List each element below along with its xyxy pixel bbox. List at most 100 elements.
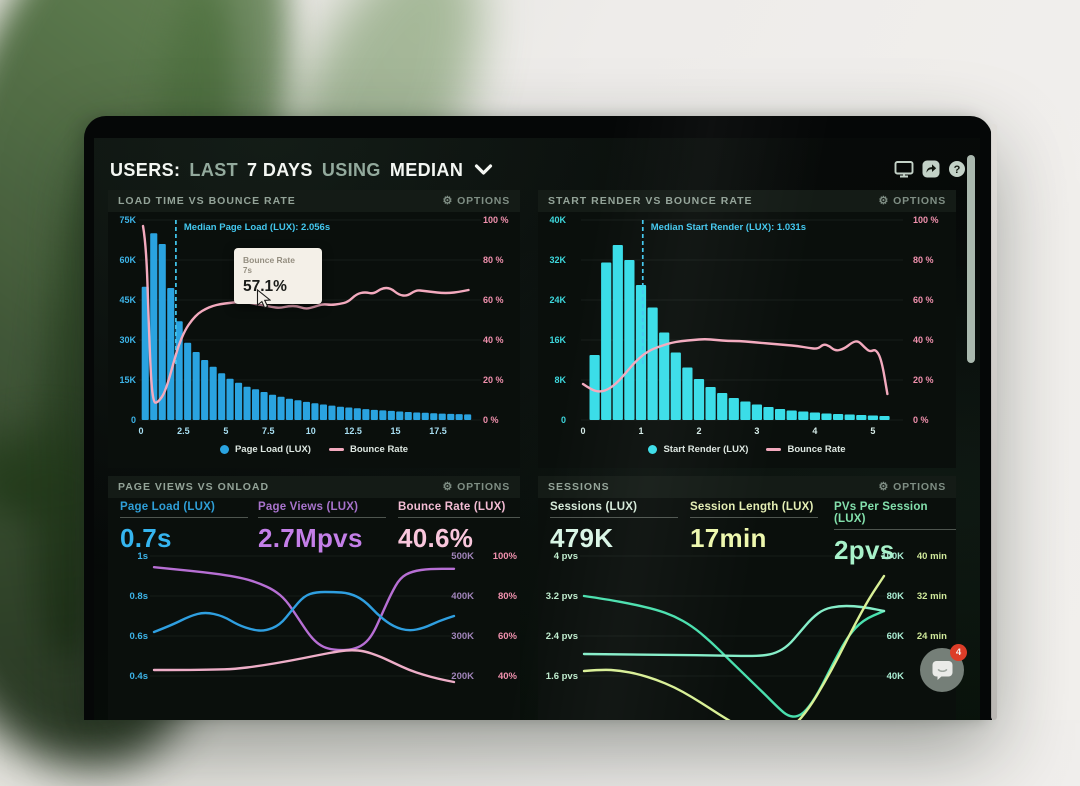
gear-icon: ⚙ [878,480,890,493]
svg-text:0 %: 0 % [483,415,499,425]
svg-text:60%: 60% [498,631,518,642]
svg-text:30K: 30K [119,335,136,345]
metric-value: 2pvs [834,535,895,565]
options-button[interactable]: ⚙ OPTIONS [878,480,946,493]
svg-text:5: 5 [870,426,875,436]
svg-text:60K: 60K [119,255,136,265]
bars-group [589,245,890,420]
series-line [582,604,886,658]
sessions-chart[interactable]: 4 pvs 100K 40 min 3.2 pvs 80K 32 min 2.4 pvs 60… [538,548,950,720]
title-part: MEDIAN [389,159,464,180]
metric-label: Page Views (LUX) [258,501,386,518]
panel-title: LOAD TIME VS BOUNCE RATE [118,195,296,207]
metric-value: 2.7Mpvs [258,523,363,553]
svg-text:24K: 24K [549,295,566,305]
svg-text:32K: 32K [549,255,566,265]
legend-dot-marker [219,444,229,454]
load-time-chart[interactable]: 75K 100 % 60K 80 % 45K 60 % 30K 40 % 15K 20 % 0 0 %… [109,216,519,440]
monitor-icon[interactable] [894,160,914,178]
options-button[interactable]: ⚙ OPTIONS [442,194,510,207]
chart-legend: Start Render (LUX) Bounce Rate [538,440,956,458]
svg-text:17.5: 17.5 [429,426,447,436]
chat-widget-button[interactable]: 4 [920,644,967,692]
series-line [582,574,886,720]
svg-text:500K: 500K [451,551,474,562]
share-icon[interactable] [922,160,940,178]
page-views-chart[interactable]: 1s 500K 100% 0.8s 400K 80% 0.6s 300K 60% 0.4s 200K… [108,548,520,720]
svg-text:0: 0 [561,415,566,425]
panel-title: SESSIONS [548,481,610,493]
series-line [152,566,456,652]
svg-text:45K: 45K [119,295,136,305]
svg-text:3: 3 [754,426,759,436]
svg-text:100K: 100K [881,551,904,562]
panel-header: LOAD TIME VS BOUNCE RATE ⚙ OPTIONS [108,190,520,212]
svg-text:60K: 60K [887,631,905,642]
chat-bubble-icon [932,660,952,680]
svg-text:3.2 pvs: 3.2 pvs [546,591,578,602]
bounce-rate-line [581,338,889,396]
svg-text:100%: 100% [493,551,518,562]
gear-icon: ⚙ [878,194,890,207]
gear-icon: ⚙ [442,194,454,207]
dashboard-title: USERS: LAST 7 DAYS USING MEDIAN [110,160,463,181]
scrollbar[interactable] [967,155,975,363]
panel-page-views: PAGE VIEWS VS ONLOAD ⚙ OPTIONS Page Load … [108,476,520,720]
median-label: Median Start Render (LUX): 1.031s [651,222,806,233]
metric-value: 479K [550,523,614,553]
svg-text:40 %: 40 % [483,335,504,345]
metric-value: 17min [690,523,767,553]
svg-text:60 %: 60 % [483,295,504,305]
start-render-chart[interactable]: 40K 100 % 32K 80 % 24K 60 % 16K 40 % 8K 20 % 0 0 % 0… [539,216,949,440]
legend-label: Bounce Rate [787,443,846,455]
metric-label: PVs Per Session (LUX) [834,501,956,530]
metric-label: Session Length (LUX) [690,501,818,518]
dashboard-title-dropdown[interactable]: USERS: LAST 7 DAYS USING MEDIAN [110,156,493,184]
svg-text:4: 4 [812,426,817,436]
options-button[interactable]: ⚙ OPTIONS [878,194,946,207]
svg-text:0.8s: 0.8s [130,591,149,602]
legend-item: Start Render (LUX) [648,444,748,455]
svg-text:0: 0 [138,426,143,436]
svg-text:?: ? [954,164,961,176]
chevron-down-icon[interactable] [474,164,493,176]
legend-label: Page Load (LUX) [234,443,311,455]
svg-text:40%: 40% [498,671,518,682]
metric-value: 40.6% [398,523,474,553]
notification-badge: 4 [950,644,967,661]
svg-text:1: 1 [638,426,643,436]
tooltip-title: Bounce Rate [243,255,295,265]
panel-header: START RENDER VS BOUNCE RATE ⚙ OPTIONS [538,190,956,212]
title-part: USERS: [110,159,181,180]
panel-start-render: START RENDER VS BOUNCE RATE ⚙ OPTIONS 40K… [538,190,956,468]
svg-text:8K: 8K [554,375,566,385]
options-button[interactable]: ⚙ OPTIONS [442,480,510,493]
laptop: USERS: LAST 7 DAYS USING MEDIAN ? LOAD TIME … [84,116,997,720]
svg-text:200K: 200K [451,671,474,682]
legend-item: Bounce Rate [766,443,846,455]
svg-text:20 %: 20 % [483,375,504,385]
svg-text:1s: 1s [137,551,148,562]
hover-tooltip: Bounce Rate 7s 57.1% [234,248,322,304]
svg-text:100 %: 100 % [483,216,509,225]
gear-icon: ⚙ [442,480,454,493]
metric: Page Views (LUX) 2.7Mpvs [258,501,386,554]
svg-text:100 %: 100 % [913,216,939,225]
mouse-cursor [256,288,272,314]
svg-text:5: 5 [223,426,228,436]
tooltip-value: 57.1% [243,278,287,295]
svg-text:2.4 pvs: 2.4 pvs [546,631,578,642]
legend-dot-marker [648,444,658,454]
title-part: 7 DAYS [247,159,313,180]
svg-text:40K: 40K [549,216,566,225]
legend-label: Start Render (LUX) [663,443,749,455]
help-icon[interactable]: ? [948,160,966,178]
svg-text:1.6 pvs: 1.6 pvs [546,671,578,682]
panel-title: START RENDER VS BOUNCE RATE [548,195,753,207]
tooltip-subtitle: 7s [243,266,252,275]
svg-text:20 %: 20 % [913,375,934,385]
metrics-row: Sessions (LUX) 479K Session Length (LUX) 17… [538,501,956,565]
panel-load-time: LOAD TIME VS BOUNCE RATE ⚙ OPTIONS 75K 100… [108,190,520,468]
legend-label: Bounce Rate [349,443,409,455]
